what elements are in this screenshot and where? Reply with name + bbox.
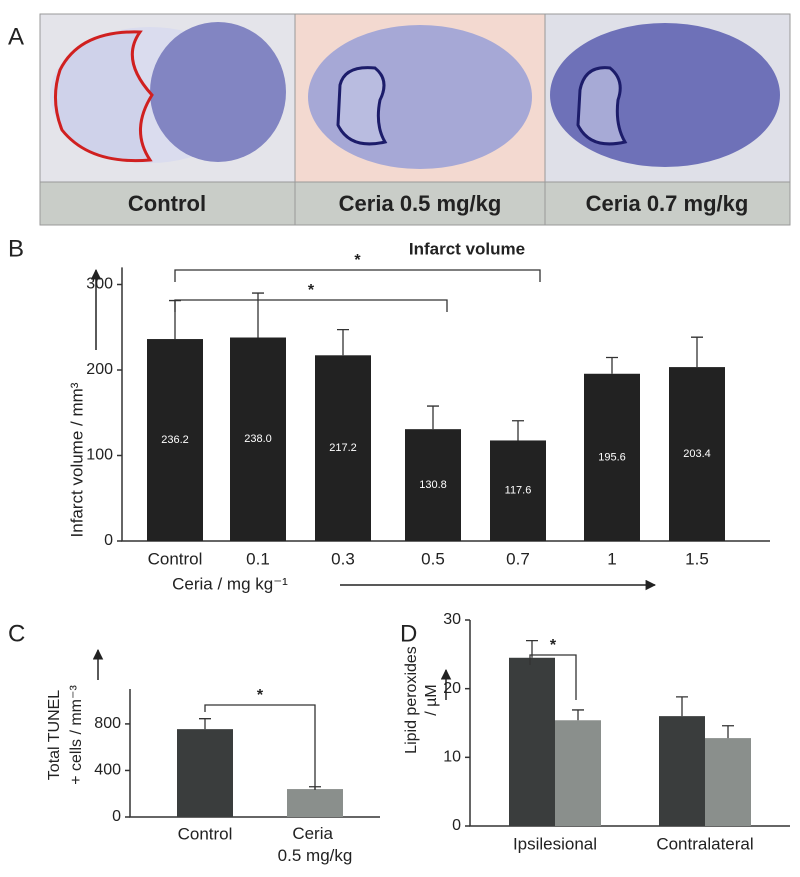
bar [509, 657, 555, 826]
x-tick-label: Ipsilesional [513, 834, 597, 853]
y-tick-label: 20 [443, 680, 461, 697]
y-tick-label: 800 [94, 715, 121, 732]
error-bar [512, 420, 524, 441]
x-tick-label: Control [178, 824, 233, 843]
x-tick-label: Control [148, 549, 203, 568]
bar [669, 367, 725, 541]
bar [584, 373, 640, 541]
error-bar [199, 718, 211, 730]
y-axis-label: Lipid peroxides [403, 646, 420, 754]
x-tick-label: Ceria 0.5 mg/kg [278, 824, 353, 865]
y-tick-label: 100 [86, 447, 113, 464]
x-tick-label: 0.5 [421, 549, 445, 568]
y-tick-label: 0 [452, 817, 461, 834]
y-tick-label: 400 [94, 762, 121, 779]
bar [177, 729, 233, 817]
bar [405, 429, 461, 541]
significance-bracket [174, 299, 448, 312]
data-label: 238.0 [244, 433, 272, 445]
data-label: 195.6 [598, 451, 626, 463]
bar [147, 339, 203, 541]
bar [287, 789, 343, 817]
x-tick-label: 0.1 [246, 549, 270, 568]
y-tick-label: 300 [86, 276, 113, 293]
error-bar [691, 336, 703, 368]
y-axis-label: Total TUNEL [46, 690, 63, 781]
bar [230, 337, 286, 541]
panel-label: C [8, 620, 25, 647]
error-bar [572, 709, 584, 721]
panel-label: B [8, 235, 24, 262]
significance-bracket [529, 654, 577, 700]
bar [315, 355, 371, 541]
data-label: 117.6 [505, 485, 532, 497]
error-bar [606, 356, 618, 374]
y-tick-label: 0 [112, 808, 121, 825]
bar [555, 720, 601, 826]
brain-images [39, 13, 791, 226]
y-axis-label: Infarct volume / mm³ [67, 382, 86, 537]
y-axis-label: + cells / mm⁻³ [68, 685, 85, 785]
x-tick-label: 0.7 [506, 549, 530, 568]
significance-label: * [308, 282, 315, 299]
significance-bracket [204, 704, 316, 790]
significance-label: * [257, 687, 264, 704]
significance-label: * [354, 252, 361, 269]
x-tick-label: Contralateral [656, 834, 753, 853]
data-label: 203.4 [683, 448, 711, 460]
data-label: 130.8 [419, 479, 447, 491]
error-bar [337, 328, 349, 356]
chart-title: Infarct volume [409, 239, 525, 258]
significance-label: * [550, 637, 557, 654]
y-tick-label: 30 [443, 611, 461, 628]
error-bar [427, 405, 439, 430]
x-tick-label: 1.5 [685, 549, 709, 568]
image-label: Control [128, 191, 206, 216]
x-tick-label: 1 [607, 549, 616, 568]
panel-label: A [8, 23, 24, 50]
x-tick-label: 0.3 [331, 549, 355, 568]
error-bar [676, 696, 688, 717]
panel-label: D [400, 620, 417, 647]
y-tick-label: 0 [104, 532, 113, 549]
bar [490, 440, 546, 541]
bar [705, 738, 751, 826]
y-tick-label: 10 [443, 749, 461, 766]
data-label: 217.2 [329, 442, 357, 454]
image-label: Ceria 0.5 mg/kg [339, 191, 502, 216]
x-axis-label: Ceria / mg kg⁻¹ [172, 574, 288, 593]
y-tick-label: 200 [86, 361, 113, 378]
error-bar [722, 725, 734, 739]
y-axis-label: / µM [423, 684, 440, 715]
data-label: 236.2 [161, 434, 189, 446]
image-label: Ceria 0.7 mg/kg [586, 191, 749, 216]
significance-bracket [174, 269, 541, 282]
bar [659, 716, 705, 826]
